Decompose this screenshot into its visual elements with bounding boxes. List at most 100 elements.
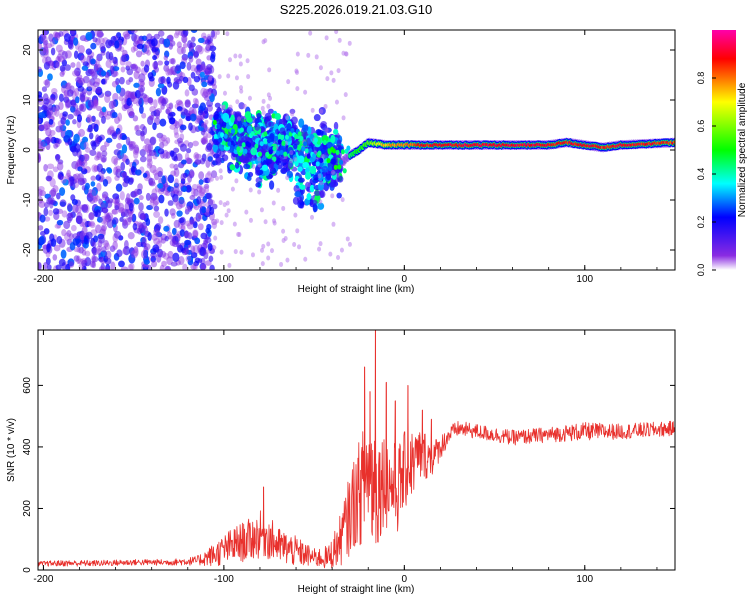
spectrogram-cell — [178, 196, 185, 205]
spectrogram-cell — [195, 64, 202, 70]
spectrogram-cell — [164, 208, 169, 217]
spectrogram-cell — [158, 194, 165, 204]
spectrogram-cell — [57, 173, 63, 180]
spectrogram-cell — [38, 43, 43, 50]
spectrogram-cell — [116, 154, 122, 161]
spectrogram-cell — [146, 162, 153, 169]
spectrogram-cell — [86, 127, 93, 133]
spectrogram-cell — [120, 161, 126, 171]
spectrogram-cell — [336, 192, 342, 199]
spectrogram-cell — [297, 155, 305, 164]
spectrogram-cell — [189, 170, 195, 178]
spectrogram-cell — [152, 54, 158, 61]
spectrogram-cell — [163, 55, 169, 61]
spectrogram-cell — [336, 68, 341, 74]
spectrogram-cell — [238, 53, 243, 59]
spectrogram-cell — [210, 53, 216, 63]
spectrogram-cell — [188, 106, 195, 116]
spectrogram-cell — [190, 71, 196, 79]
spectrogram-cell — [194, 98, 199, 108]
spectrogram-cell — [39, 190, 46, 197]
spectrogram-cell — [148, 97, 154, 106]
spectrogram-cell — [58, 93, 64, 103]
spectrogram-cell — [190, 30, 198, 33]
spectrogram-cell — [50, 187, 57, 197]
spectrogram-cell — [324, 35, 329, 41]
spectrogram-cell — [150, 38, 158, 47]
spectrogram-cell — [296, 144, 302, 151]
spectrogram-cell — [159, 118, 167, 127]
spectrogram-cell — [42, 39, 49, 46]
spectrogram-cell — [181, 159, 187, 165]
spectrogram-cell — [281, 228, 286, 234]
spectrogram-cell — [117, 130, 122, 141]
spectrogram-cell — [105, 213, 111, 220]
spectrogram-cell — [261, 110, 266, 116]
spectrogram-cell — [187, 205, 193, 212]
spectrogram-cell — [168, 234, 174, 241]
spectrogram-ridge-point — [337, 164, 342, 170]
spectrogram-ridge-point — [252, 148, 257, 154]
spectrogram-ridge-point — [290, 128, 295, 134]
spectrogram-cell — [185, 184, 192, 193]
spectrogram-cell — [89, 220, 95, 227]
spectrogram-cell — [148, 76, 155, 82]
spectrogram-cell — [100, 215, 107, 225]
spectrogram-cell — [189, 219, 195, 225]
spectrogram-cell — [239, 85, 244, 91]
spectrogram-cell — [106, 110, 112, 116]
spectrogram-cell — [181, 34, 188, 44]
spectrogram-cell — [121, 134, 128, 141]
spectrogram-ridge-point — [216, 124, 221, 130]
spectrogram-cell — [101, 194, 108, 201]
spectrogram-cell — [90, 175, 97, 181]
spectrogram-cell — [295, 228, 300, 234]
spectrogram-cell — [234, 178, 239, 184]
spectrogram-cell — [42, 30, 50, 36]
spectrogram-cell — [146, 49, 151, 56]
spectrogram-cell — [193, 188, 199, 197]
snr-series-group — [38, 330, 675, 569]
spectrogram-cell — [183, 108, 189, 115]
spectrogram-cell — [179, 229, 185, 237]
spectrogram-cell — [141, 236, 147, 246]
spectrogram-cell — [250, 252, 255, 258]
spectrogram-cell — [229, 164, 236, 171]
spectrogram-cell — [188, 84, 195, 92]
spectrogram-cell — [125, 61, 132, 68]
spectrogram-cell — [126, 68, 134, 76]
spectrogram-cell — [71, 98, 77, 108]
spectrogram-cell — [257, 189, 262, 195]
spectrogram-ridge-point — [331, 148, 336, 154]
spectrogram-cell — [192, 262, 198, 270]
spectrogram-ridge-point — [259, 141, 264, 147]
spectrogram-cell — [38, 118, 42, 124]
spectrogram-cell — [230, 110, 235, 116]
spectrogram-cell — [77, 52, 85, 61]
spectrogram-cell — [52, 208, 60, 215]
spectrogram-cell — [84, 147, 91, 153]
spectrogram-ridge-point — [236, 146, 241, 152]
spectrogram-cell — [236, 231, 241, 237]
spectrogram-ridge-point — [313, 137, 318, 143]
spectrogram-cell — [237, 116, 242, 122]
spectrogram-cell — [96, 152, 102, 159]
snr-plot-area — [38, 330, 675, 570]
spectrogram-cell — [48, 97, 56, 105]
spectrogram-cell — [261, 39, 266, 45]
spectrogram-cell — [51, 87, 58, 95]
spectrogram-cell — [318, 241, 323, 247]
spectrogram-cell — [38, 95, 43, 103]
spectrogram-cell — [261, 164, 269, 172]
spectrogram-cell — [310, 195, 315, 201]
spectrogram-cell — [247, 95, 252, 101]
spectrogram-cell — [323, 152, 329, 161]
spectrogram-cell — [260, 247, 265, 253]
spectrogram-cell — [176, 45, 184, 55]
spectrogram-cell — [130, 165, 136, 173]
spectrogram-cell — [213, 235, 218, 241]
spectrogram-cell — [182, 186, 187, 193]
spectrogram-cell — [255, 166, 260, 173]
x-tick-label: 100 — [576, 574, 593, 585]
spectrogram-cell — [309, 184, 315, 193]
